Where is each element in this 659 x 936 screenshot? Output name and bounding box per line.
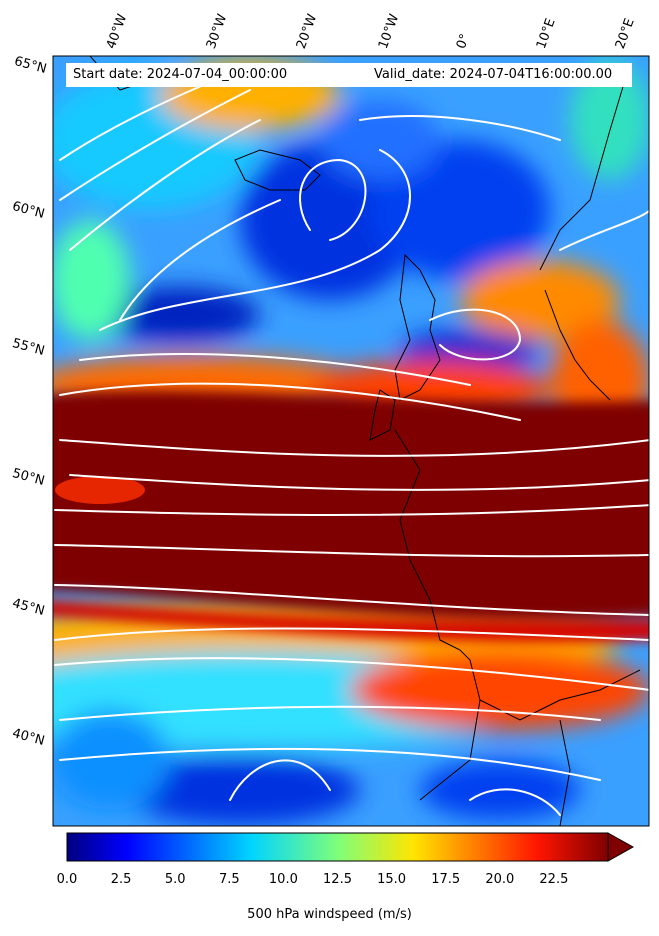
header-box — [66, 63, 632, 87]
streamlines — [54, 69, 649, 816]
colorbar-tick-label: 20.0 — [485, 872, 515, 887]
wind-map — [52, 55, 650, 827]
colorbar-tick-label: 15.0 — [377, 872, 407, 887]
colorbar-tick-label: 12.5 — [323, 872, 352, 887]
colorbar-tick-label: 2.5 — [110, 872, 132, 887]
colorbar-tick-label: 22.5 — [539, 872, 569, 887]
colorbar-tick-label: 17.5 — [431, 872, 461, 887]
colorbar-label: 500 hPa windspeed (m/s) — [247, 907, 412, 922]
colorbar-extend-arrow — [607, 832, 635, 862]
colorbar-tick-label: 0.0 — [56, 872, 78, 887]
windspeed-field — [53, 56, 649, 826]
colorbar-gradient — [66, 832, 609, 862]
colorbar-tick-label: 10.0 — [268, 872, 298, 887]
colorbar-tick-label: 5.0 — [164, 872, 186, 887]
start-date-label: Start date: 2024-07-04_00:00:00 — [73, 67, 288, 82]
colorbar — [66, 832, 635, 862]
valid-date-label: Valid_date: 2024-07-04T16:00:00.00 — [374, 67, 613, 82]
colorbar-tick-label: 7.5 — [218, 872, 240, 887]
